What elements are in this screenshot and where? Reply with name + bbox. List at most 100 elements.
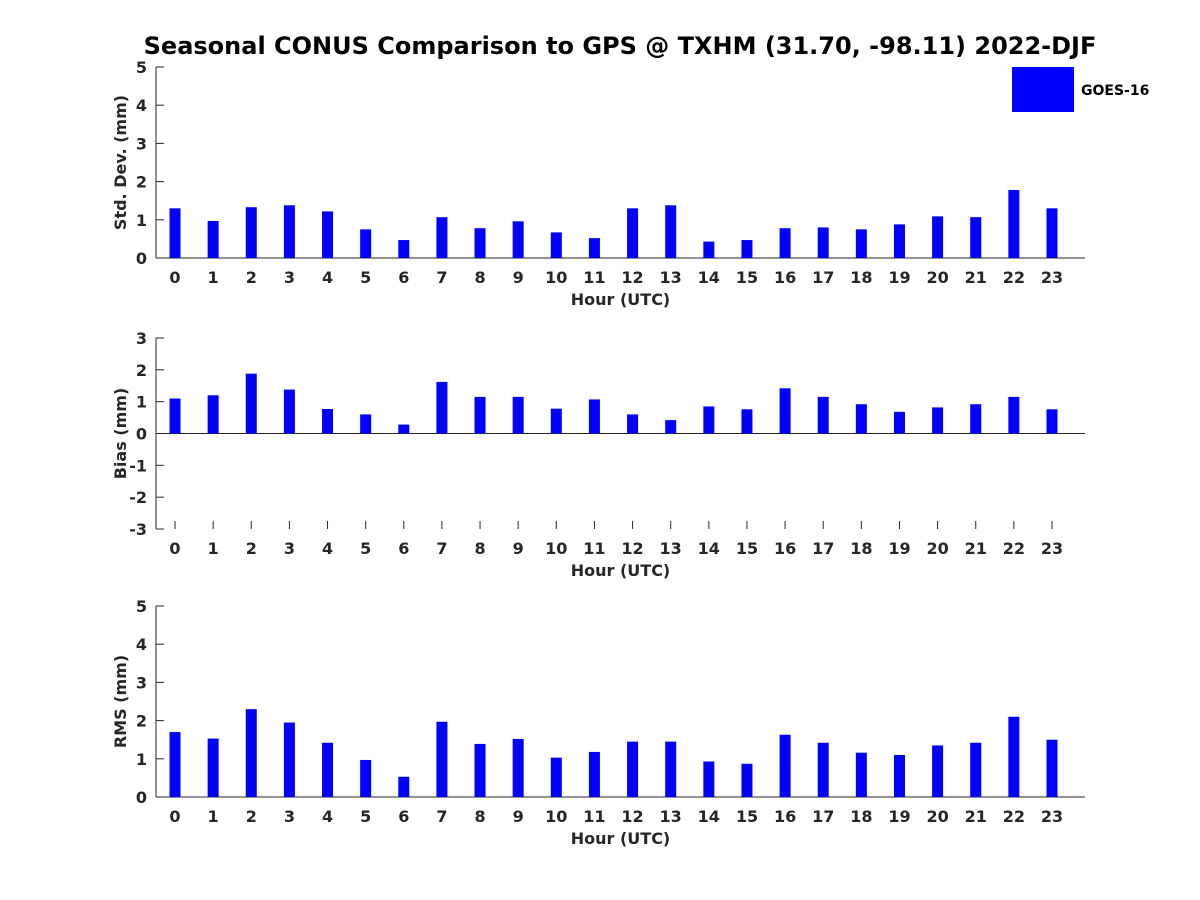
bar <box>169 208 181 258</box>
x-tick-label: 20 <box>926 268 948 287</box>
x-tick-label: 4 <box>322 807 333 826</box>
bar <box>283 389 295 434</box>
x-tick-label: 1 <box>208 807 219 826</box>
x-tick-label: 0 <box>169 539 180 558</box>
bar <box>741 240 753 258</box>
x-tick-label: 22 <box>1003 807 1025 826</box>
x-tick-label: 13 <box>660 539 682 558</box>
x-tick-label: 2 <box>246 268 257 287</box>
x-tick-label: 5 <box>360 268 371 287</box>
x-tick-label: 19 <box>888 268 910 287</box>
x-tick-label: 13 <box>660 807 682 826</box>
x-tick-label: 14 <box>698 807 720 826</box>
x-tick-label: 8 <box>474 268 485 287</box>
y-tick-label: 3 <box>136 673 147 692</box>
x-tick-label: 5 <box>360 807 371 826</box>
bar <box>360 759 372 797</box>
x-tick-label: 11 <box>583 539 605 558</box>
bar <box>322 211 334 258</box>
x-tick-label: 6 <box>398 807 409 826</box>
bar <box>893 224 905 258</box>
bar <box>169 398 181 434</box>
x-tick-label: 21 <box>965 539 987 558</box>
bar <box>1008 396 1020 434</box>
x-tick-label: 3 <box>284 268 295 287</box>
x-tick-label: 12 <box>621 807 643 826</box>
bar <box>207 395 219 434</box>
bar <box>855 752 867 797</box>
x-tick-label: 13 <box>660 268 682 287</box>
x-tick-label: 23 <box>1041 807 1063 826</box>
x-tick-label: 11 <box>583 268 605 287</box>
y-tick-label: 3 <box>136 329 147 348</box>
x-tick-label: 2 <box>246 539 257 558</box>
x-tick-label: 1 <box>208 268 219 287</box>
y-axis-label: Std. Dev. (mm) <box>111 95 130 230</box>
x-tick-label: 4 <box>322 268 333 287</box>
y-tick-label: 5 <box>136 597 147 616</box>
bar <box>779 734 791 797</box>
x-tick-label: 8 <box>474 539 485 558</box>
bar <box>550 757 562 797</box>
bar <box>436 381 448 434</box>
bar <box>398 424 410 434</box>
x-tick-label: 6 <box>398 268 409 287</box>
bar <box>893 754 905 797</box>
bar <box>703 406 715 434</box>
x-tick-label: 15 <box>736 268 758 287</box>
x-tick-label: 18 <box>850 807 872 826</box>
y-tick-label: 4 <box>136 635 147 654</box>
x-tick-label: 4 <box>322 539 333 558</box>
bar <box>779 228 791 258</box>
bar <box>436 721 448 797</box>
bar <box>855 404 867 434</box>
y-tick-label: -2 <box>129 488 147 507</box>
x-tick-label: 19 <box>888 807 910 826</box>
x-axis-label: Hour (UTC) <box>571 561 671 580</box>
x-tick-label: 16 <box>774 539 796 558</box>
bar <box>817 227 829 258</box>
y-tick-label: -3 <box>129 520 147 539</box>
bar <box>893 411 905 434</box>
bar <box>169 732 181 797</box>
x-tick-label: 3 <box>284 807 295 826</box>
bar <box>970 742 982 797</box>
x-tick-label: 14 <box>698 268 720 287</box>
x-tick-label: 10 <box>545 268 567 287</box>
bar <box>817 742 829 797</box>
bar <box>207 220 219 258</box>
bar <box>665 205 677 258</box>
bar <box>970 217 982 258</box>
y-tick-label: 5 <box>136 58 147 77</box>
y-tick-label: 2 <box>136 712 147 731</box>
y-tick-label: 0 <box>136 249 147 268</box>
bar <box>703 241 715 258</box>
x-tick-label: 18 <box>850 539 872 558</box>
x-tick-label: 10 <box>545 807 567 826</box>
bar <box>741 763 753 797</box>
bar <box>474 396 486 434</box>
bar <box>932 216 944 258</box>
legend-label: GOES-16 <box>1081 83 1149 99</box>
bar <box>474 743 486 797</box>
y-axis-label: Bias (mm) <box>111 388 130 480</box>
x-tick-label: 15 <box>736 539 758 558</box>
x-tick-label: 21 <box>965 807 987 826</box>
bar <box>665 741 677 797</box>
bar <box>665 420 677 434</box>
x-tick-label: 0 <box>169 268 180 287</box>
y-tick-label: 0 <box>136 425 147 444</box>
x-tick-label: 17 <box>812 268 834 287</box>
x-tick-label: 0 <box>169 807 180 826</box>
x-tick-label: 9 <box>513 268 524 287</box>
bar <box>283 722 295 797</box>
x-tick-label: 22 <box>1003 539 1025 558</box>
x-tick-label: 22 <box>1003 268 1025 287</box>
bar <box>283 205 295 258</box>
bar <box>398 776 410 797</box>
x-tick-label: 9 <box>513 807 524 826</box>
x-tick-label: 12 <box>621 268 643 287</box>
x-tick-label: 7 <box>436 807 447 826</box>
